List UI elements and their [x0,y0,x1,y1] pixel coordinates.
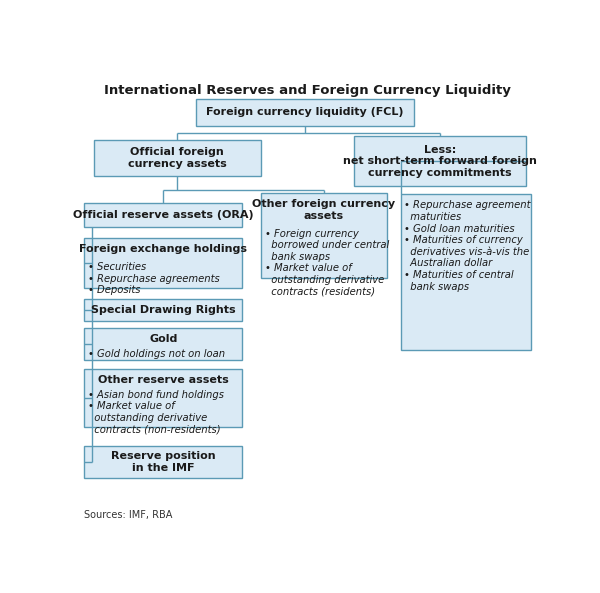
FancyBboxPatch shape [84,329,242,360]
FancyBboxPatch shape [261,193,386,278]
FancyBboxPatch shape [84,238,242,288]
Text: International Reserves and Foreign Currency Liquidity: International Reserves and Foreign Curre… [104,84,511,97]
Text: Foreign currency liquidity (FCL): Foreign currency liquidity (FCL) [206,107,404,117]
Text: • Securities
• Repurchase agreements
• Deposits: • Securities • Repurchase agreements • D… [88,262,220,295]
Text: Less:
net short-term forward foreign
currency commitments: Less: net short-term forward foreign cur… [343,145,537,178]
Text: • Asian bond fund holdings
• Market value of
  outstanding derivative
  contract: • Asian bond fund holdings • Market valu… [88,390,224,435]
Text: • Gold holdings not on loan: • Gold holdings not on loan [88,349,225,359]
Text: Other foreign currency
assets: Other foreign currency assets [252,199,395,221]
FancyBboxPatch shape [401,195,531,350]
FancyBboxPatch shape [354,136,526,186]
FancyBboxPatch shape [84,203,242,227]
Text: • Foreign currency
  borrowed under central
  bank swaps
• Market value of
  out: • Foreign currency borrowed under centra… [265,229,389,296]
FancyBboxPatch shape [196,98,415,126]
Text: Other reserve assets: Other reserve assets [98,375,229,385]
Text: Reserve position
in the IMF: Reserve position in the IMF [111,451,215,473]
Text: Official reserve assets (ORA): Official reserve assets (ORA) [73,211,254,220]
FancyBboxPatch shape [84,369,242,428]
Text: Foreign exchange holdings: Foreign exchange holdings [79,244,247,254]
FancyBboxPatch shape [94,140,261,176]
Text: Special Drawing Rights: Special Drawing Rights [91,305,236,315]
Text: Gold: Gold [149,334,178,344]
Text: Sources: IMF, RBA: Sources: IMF, RBA [84,509,173,519]
Text: Official foreign
currency assets: Official foreign currency assets [128,147,227,169]
Text: • Repurchase agreement
  maturities
• Gold loan maturities
• Maturities of curre: • Repurchase agreement maturities • Gold… [404,200,531,292]
FancyBboxPatch shape [84,445,242,479]
FancyBboxPatch shape [84,299,242,321]
